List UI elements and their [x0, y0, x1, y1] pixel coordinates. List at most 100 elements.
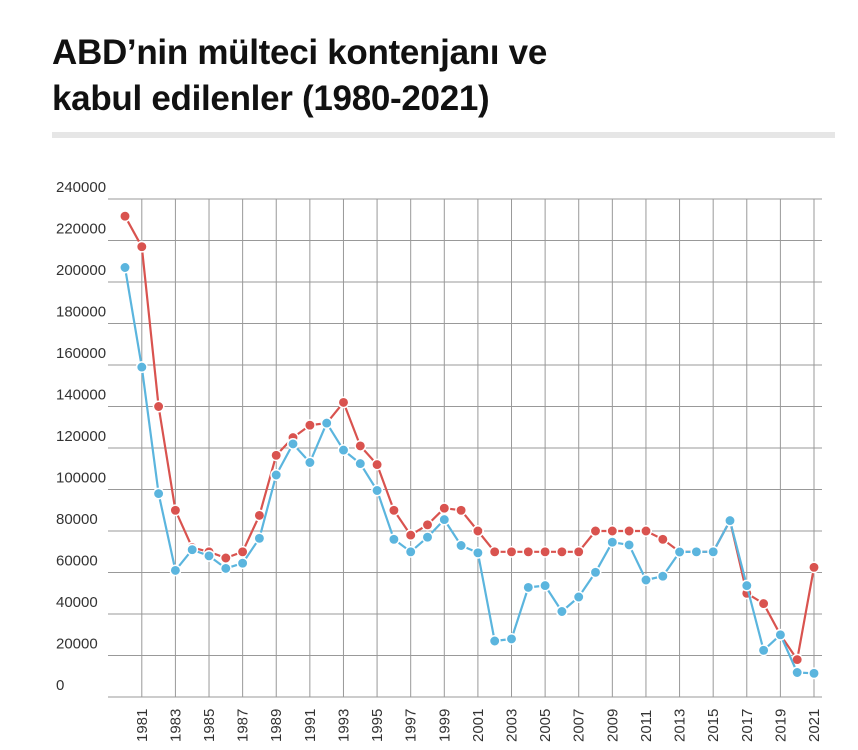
- series-2-point: [303, 456, 316, 469]
- y-tick-label: 20000: [56, 636, 98, 653]
- series-2-point: [707, 545, 720, 558]
- x-tick-label: 2013: [672, 709, 689, 742]
- series-2-point: [354, 457, 367, 470]
- x-tick-label: 2009: [604, 709, 621, 742]
- x-tick-label: 2019: [772, 709, 789, 742]
- series-2-point: [371, 484, 384, 497]
- y-tick-label: 220000: [56, 221, 106, 238]
- series-2-point: [522, 581, 535, 594]
- series-2-point: [724, 514, 736, 527]
- series-2-point: [219, 562, 232, 575]
- y-tick-label: 60000: [56, 553, 98, 570]
- series-2-point: [270, 469, 283, 481]
- series-1-point: [438, 502, 451, 515]
- series-1-point: [488, 545, 501, 558]
- y-tick-label: 240000: [56, 179, 106, 196]
- series-1-point: [421, 518, 434, 531]
- x-axis-ticks: 1981 1983 1985 1987 1989 1991 1993 1995 1997 1999…: [134, 709, 823, 742]
- series-2-point: [387, 533, 400, 546]
- series-2-point: [539, 579, 552, 592]
- series-1-point: [404, 529, 417, 542]
- series-1-point: [640, 525, 652, 537]
- series-1-point: [119, 210, 131, 223]
- x-tick-label: 2003: [504, 709, 521, 742]
- series-1-point: [539, 545, 552, 558]
- series-2-point: [337, 444, 350, 457]
- series-2-point: [757, 644, 770, 657]
- series-2-point: [438, 513, 451, 526]
- series-1-point: [387, 504, 400, 517]
- series-1-point: [253, 509, 266, 522]
- series-1-point: [808, 561, 820, 574]
- y-tick-label: 120000: [56, 428, 106, 445]
- grid-layer: [108, 198, 822, 698]
- x-tick-label: 2017: [739, 709, 756, 742]
- x-tick-label: 1991: [302, 709, 319, 742]
- series-2-point: [236, 557, 249, 570]
- y-tick-label: 160000: [56, 345, 106, 362]
- series-1-point: [505, 545, 518, 558]
- series-1-point: [303, 419, 316, 432]
- x-tick-label: 1985: [201, 709, 218, 742]
- x-tick-label: 2007: [571, 709, 588, 742]
- chart-title-line-2: kabul edilenler (1980-2021): [52, 79, 490, 118]
- chart-title-line-1: ABD’nin mülteci kontenjanı ve: [52, 33, 547, 72]
- series-2-point: [623, 538, 636, 551]
- series-2-point: [186, 543, 199, 556]
- series-1-point: [623, 525, 636, 537]
- y-axis-ticks: 2400002200002000001800001600001400001200…: [56, 179, 106, 694]
- series-1-line: [124, 215, 816, 661]
- series-2-point: [287, 437, 299, 450]
- series-2-point: [774, 628, 787, 641]
- series-1-point: [757, 597, 770, 610]
- series-2-point: [471, 546, 484, 559]
- x-tick-label: 2001: [470, 709, 487, 742]
- series-2-point: [589, 566, 602, 579]
- series-1-point: [589, 525, 602, 537]
- x-tick-label: 1993: [335, 709, 352, 742]
- series-2-point: [152, 487, 165, 500]
- series-2-point: [505, 632, 518, 645]
- series-2-point: [791, 666, 804, 679]
- x-tick-label: 2005: [537, 709, 554, 742]
- x-tick-label: 2011: [638, 710, 655, 742]
- series-2-point: [203, 549, 215, 562]
- series-2-point: [690, 545, 703, 558]
- series-2-point: [135, 361, 148, 374]
- series-2-point: [169, 564, 182, 577]
- series-2: [119, 261, 820, 680]
- y-tick-label: 80000: [56, 511, 98, 528]
- series-2-point: [404, 545, 417, 558]
- series-1-point: [169, 504, 182, 517]
- y-tick-label: 40000: [56, 594, 98, 611]
- series-1-point: [606, 525, 619, 537]
- x-tick-label: 1999: [436, 709, 453, 742]
- x-tick-label: 2015: [705, 709, 722, 742]
- series-2-point: [555, 605, 568, 618]
- series-1-point: [152, 400, 165, 413]
- series-2-point: [656, 570, 669, 583]
- x-tick-label: 1987: [235, 709, 252, 742]
- series-1-point: [270, 449, 283, 462]
- series-2-point: [808, 667, 820, 680]
- y-tick-label: 140000: [56, 387, 106, 404]
- series-2-point: [606, 536, 619, 549]
- series-1-point: [572, 545, 585, 558]
- series-1-point: [455, 504, 468, 517]
- series-2-point: [320, 417, 333, 430]
- series-2-point: [253, 532, 266, 545]
- series-1-point: [522, 545, 535, 558]
- series-2-line: [123, 267, 815, 675]
- series-2-point: [673, 546, 686, 558]
- series-2-point: [488, 635, 501, 647]
- series-1-point: [337, 396, 350, 409]
- series-1-point: [135, 240, 148, 253]
- series-2-point: [640, 574, 652, 586]
- x-tick-label: 1981: [134, 709, 151, 742]
- x-tick-label: 1997: [403, 709, 420, 742]
- x-tick-label: 2021: [806, 709, 823, 742]
- x-tick-label: 1983: [167, 709, 184, 742]
- x-tick-label: 1995: [369, 709, 386, 742]
- series-1-point: [656, 533, 669, 546]
- x-tick-label: 1989: [268, 709, 285, 742]
